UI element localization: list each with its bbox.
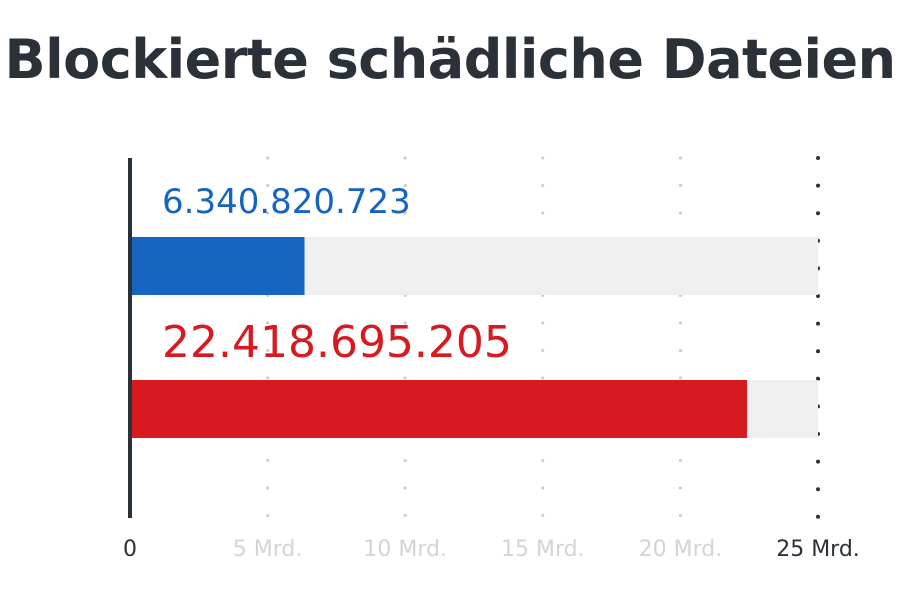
chart-title: Blockierte schädliche Dateien bbox=[4, 28, 896, 91]
value-labels: 6.340.820.723 22.418.695.205 bbox=[162, 182, 512, 368]
value-label-1: 22.418.695.205 bbox=[162, 317, 512, 368]
bar-0 bbox=[130, 237, 305, 295]
x-axis-ticks: 0 5 Mrd. 10 Mrd. 15 Mrd. 20 Mrd. 25 Mrd. bbox=[123, 537, 860, 562]
tick-label-0: 0 bbox=[123, 537, 137, 562]
bars bbox=[130, 237, 818, 438]
tick-label-2: 10 Mrd. bbox=[363, 537, 447, 562]
tick-label-1: 5 Mrd. bbox=[233, 537, 303, 562]
tick-label-4: 20 Mrd. bbox=[639, 537, 723, 562]
value-label-0: 6.340.820.723 bbox=[162, 182, 411, 222]
bar-1 bbox=[130, 380, 747, 438]
tick-label-5: 25 Mrd. bbox=[776, 537, 860, 562]
tick-label-3: 15 Mrd. bbox=[501, 537, 585, 562]
